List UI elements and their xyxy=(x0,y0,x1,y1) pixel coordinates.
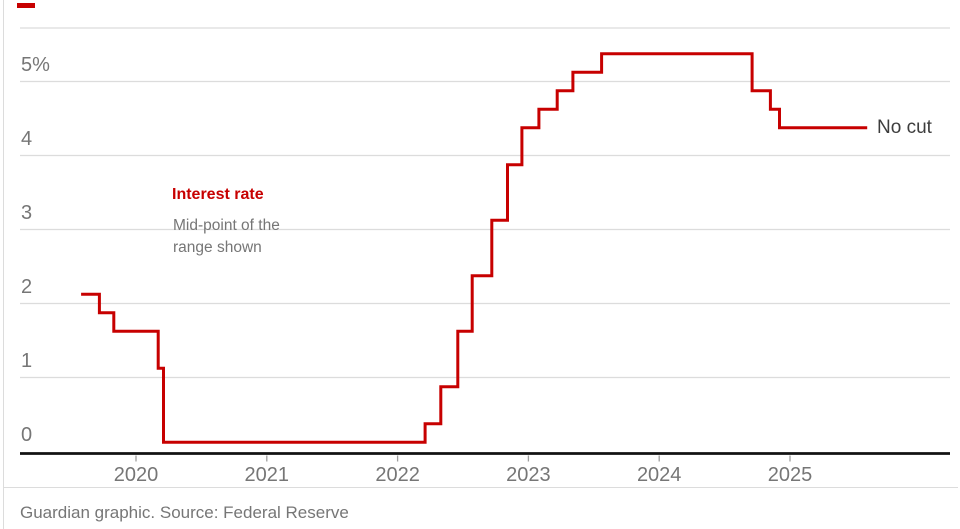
x-axis-label-2023: 2023 xyxy=(506,464,551,486)
x-axis-label-2020: 2020 xyxy=(113,464,159,486)
source-credit: Guardian graphic. Source: Federal Reserv… xyxy=(20,503,349,522)
y-axis-label-2: 2 xyxy=(21,275,33,298)
chart-subtitle-line-2: range shown xyxy=(173,239,262,256)
y-axis-label-1: 1 xyxy=(21,349,33,372)
y-axis-label-5: 5% xyxy=(21,53,50,76)
rate-step-line xyxy=(81,52,868,444)
chart-subtitle-line-1: Mid-point of the xyxy=(173,217,280,234)
x-axis-label-2021: 2021 xyxy=(244,464,290,486)
chart-title: Interest rate xyxy=(172,186,264,203)
y-axis-label-4: 4 xyxy=(21,127,33,150)
left-border-rule xyxy=(3,0,4,529)
kicker-dash xyxy=(17,3,35,8)
no-cut-annotation: No cut xyxy=(877,117,932,138)
x-axis-label-2025: 2025 xyxy=(767,464,813,486)
y-axis-label-3: 3 xyxy=(21,201,33,224)
x-axis-label-2024: 2024 xyxy=(636,464,682,486)
x-axis-label-2022: 2022 xyxy=(375,464,420,486)
footer-divider xyxy=(3,487,958,488)
y-axis-label-0: 0 xyxy=(21,423,33,446)
